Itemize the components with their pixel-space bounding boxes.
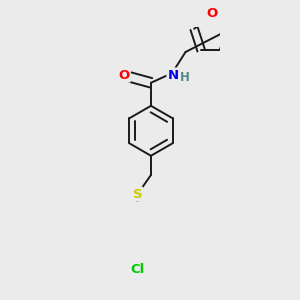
- Text: H: H: [180, 71, 190, 85]
- Text: O: O: [118, 69, 130, 82]
- Text: Cl: Cl: [130, 262, 145, 276]
- Text: S: S: [133, 188, 142, 201]
- Text: N: N: [167, 69, 178, 82]
- Text: O: O: [207, 7, 218, 20]
